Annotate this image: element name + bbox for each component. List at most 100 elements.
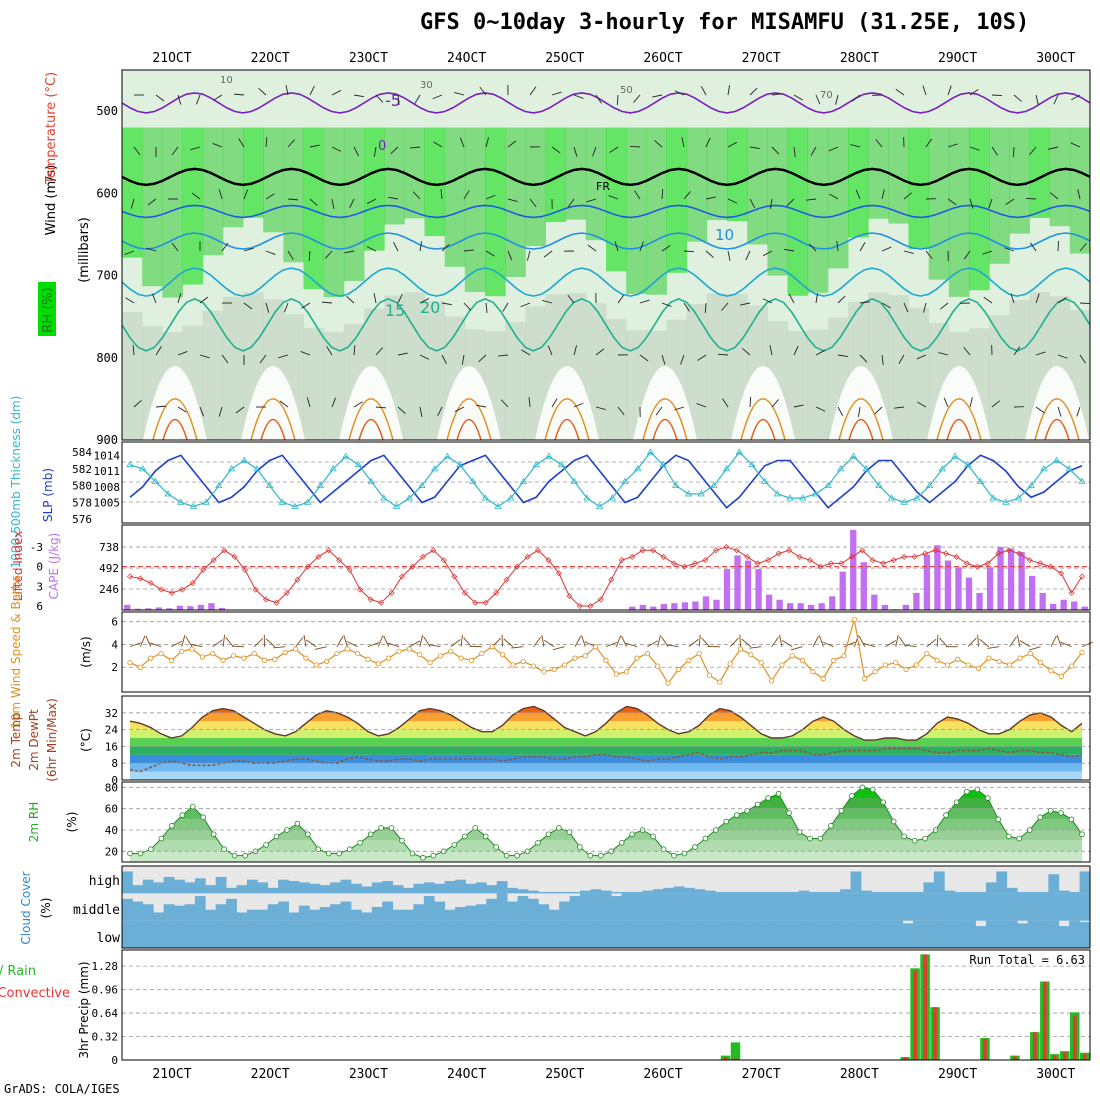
cloud-cell [642, 893, 654, 921]
cloud-cell [569, 920, 581, 948]
wind-barb [346, 295, 355, 304]
cloud-cell [725, 891, 737, 894]
wind-barb-10m [295, 637, 304, 648]
rh-marker [985, 795, 991, 801]
temp-band [122, 696, 1090, 704]
wind-barb [1053, 94, 1059, 105]
li-marker [493, 589, 500, 596]
wind-barb [786, 198, 795, 207]
wind-speed-marker [655, 663, 661, 669]
wind-barb [243, 189, 249, 200]
li-marker [399, 573, 405, 580]
rh-contour-label: 30 [420, 80, 433, 91]
wind-speed-marker [292, 646, 299, 652]
li-marker [765, 557, 772, 564]
li-marker [1037, 560, 1044, 567]
cape-bar [1018, 552, 1025, 610]
wind-barb [283, 302, 289, 313]
cape-bar [124, 604, 131, 610]
cape-tick: 492 [99, 562, 119, 575]
wind-barb [344, 250, 355, 254]
rh-cell [585, 303, 607, 440]
cape-bar [660, 604, 668, 610]
wind-barb-10m [265, 638, 276, 648]
li-marker [137, 575, 144, 582]
cloud-cell [923, 920, 935, 948]
cloud-cell [933, 920, 945, 948]
wind-barb-10m [460, 634, 463, 647]
cloud-cell [361, 886, 373, 894]
wind-barb [1057, 406, 1062, 417]
wind-barb [309, 198, 318, 207]
wind-barb [771, 146, 780, 155]
wind-barb [218, 406, 223, 417]
cloud-cell [861, 890, 872, 894]
wind-barb [507, 140, 517, 148]
rh-marker [420, 854, 426, 861]
temp-band [130, 746, 1082, 755]
cloud-cell [215, 904, 227, 921]
isotherm-25 [348, 398, 394, 441]
cloud-cell [444, 920, 456, 948]
cloud-cell [340, 920, 352, 948]
wind-barb-10m [822, 641, 834, 648]
li-marker [200, 566, 207, 573]
rh-marker [702, 835, 709, 842]
cloud-cell [423, 896, 435, 921]
cloud-cell [600, 890, 612, 894]
wind-speed-marker [386, 655, 392, 661]
rh-marker [618, 839, 625, 846]
wind-barb-10m [739, 634, 741, 647]
cloud-cell [559, 901, 570, 921]
cloud-cell [611, 920, 623, 948]
cape-bar [629, 606, 636, 610]
rh-bands [130, 787, 1082, 862]
wind-barb [349, 198, 355, 209]
wind-barb [683, 191, 691, 200]
wind-barb-10m [377, 635, 384, 647]
wind-barb [331, 146, 342, 152]
thickness-marker [672, 481, 680, 488]
cloud-cell [298, 882, 310, 894]
wind-speed-line [129, 619, 1083, 685]
cloud-cell [871, 891, 883, 894]
wind-speed-marker [272, 656, 278, 662]
wind-barb [592, 146, 597, 157]
wind-barb [1030, 242, 1037, 252]
slp-axis-label: SLP (mb) [41, 468, 55, 522]
pressure-tick: 800 [96, 351, 118, 365]
rh-cell [162, 127, 183, 298]
cloud-cell [881, 920, 893, 948]
cloud-cell [486, 885, 498, 894]
rh-cell [222, 296, 244, 440]
wind-barb [704, 302, 707, 314]
li-marker [294, 576, 301, 583]
rh-marker [754, 801, 761, 808]
wind-barb [238, 138, 245, 148]
wind-speed-marker [986, 655, 992, 661]
wind-barb [722, 398, 729, 408]
cloud-cell [819, 893, 831, 921]
cloud-cell [517, 896, 529, 921]
wind-barb [321, 301, 333, 304]
rh-marker [681, 850, 688, 857]
wind-barb [1013, 94, 1022, 102]
cloud-cell [340, 879, 352, 894]
thickness-marker [837, 465, 845, 472]
wind-barb [146, 247, 157, 252]
wind-barb [375, 406, 387, 409]
wind-barb [683, 250, 695, 253]
cloud-cell [777, 893, 789, 921]
dewpoint-line [129, 747, 1083, 773]
isotherm-30 [358, 418, 384, 441]
date-tick-bottom: 26OCT [643, 1067, 682, 1082]
rh-cell [908, 307, 930, 440]
wind-barb [810, 146, 817, 156]
li-marker [221, 547, 228, 554]
pressure-tick: 500 [96, 104, 118, 118]
cape-bar [671, 603, 678, 610]
wind-barb [454, 91, 465, 96]
rh-cell [706, 293, 728, 440]
li-marker [514, 563, 521, 570]
isotherm-label: 15 [385, 301, 405, 320]
